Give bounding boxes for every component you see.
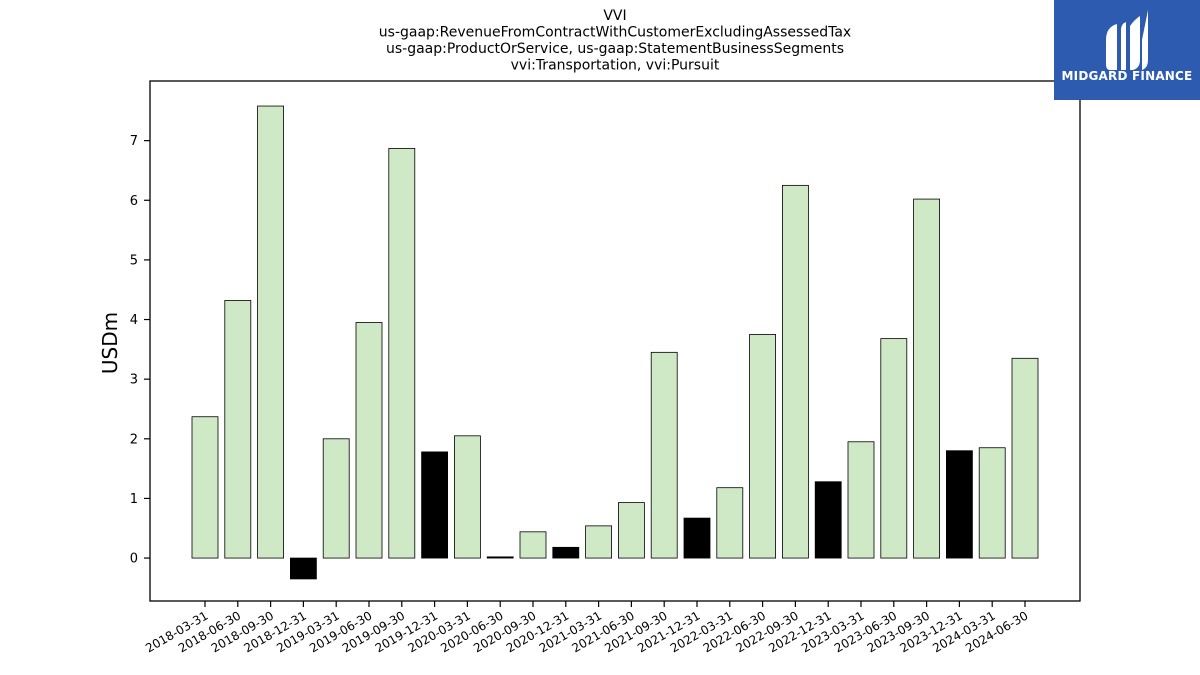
logo-mark-icon xyxy=(1106,10,1148,70)
x-axis: 2018-03-312018-06-302018-09-302018-12-31… xyxy=(143,601,1031,655)
bar-2020-12-31 xyxy=(552,546,580,559)
y-tick-label: 4 xyxy=(130,313,138,328)
bar-2020-03-31 xyxy=(453,435,481,559)
title-line: vvi:Transportation, vvi:Pursuit xyxy=(511,58,720,74)
y-tick-label: 5 xyxy=(130,253,138,268)
bar-2018-03-31 xyxy=(191,416,219,559)
title-line: VVI xyxy=(603,8,626,24)
bar-2022-12-31 xyxy=(814,481,842,559)
y-tick-label: 2 xyxy=(130,432,138,447)
bar-2020-06-30 xyxy=(486,556,514,559)
bar-2022-09-30 xyxy=(782,184,809,559)
bar-2023-09-30 xyxy=(913,198,940,559)
bar-2018-09-30 xyxy=(257,105,285,559)
y-tick-label: 1 xyxy=(130,492,138,507)
chart-title: VVIus-gaap:RevenueFromContractWithCustom… xyxy=(379,8,851,74)
bar-2021-03-31 xyxy=(585,525,612,559)
title-line: us-gaap:RevenueFromContractWithCustomerE… xyxy=(379,25,851,41)
bar-2019-06-30 xyxy=(355,322,383,559)
y-tick-label: 3 xyxy=(130,373,138,388)
bar-2019-12-31 xyxy=(421,451,449,559)
bar-2018-06-30 xyxy=(224,300,252,559)
y-axis: 0 1 2 3 4 5 6 7 xyxy=(130,134,150,567)
bar-2023-03-31 xyxy=(847,441,875,559)
y-axis-label: USDm xyxy=(98,312,122,374)
bar-2019-03-31 xyxy=(322,438,350,559)
bar-2018-12-31 xyxy=(289,557,317,580)
y-tick-label: 6 xyxy=(130,194,138,209)
bar-2020-09-30 xyxy=(519,531,547,559)
bar-2023-06-30 xyxy=(880,338,908,559)
bar-2023-12-31 xyxy=(946,450,973,559)
title-line: us-gaap:ProductOrService, us-gaap:Statem… xyxy=(386,41,844,57)
bar-2021-12-31 xyxy=(683,517,711,559)
y-tick-label: 7 xyxy=(130,134,138,149)
bar-2022-03-31 xyxy=(716,487,744,559)
bars xyxy=(191,105,1039,580)
bar-2021-09-30 xyxy=(650,351,678,559)
logo-text: MIDGARD FINANCE xyxy=(1061,69,1193,83)
midgard-finance-logo: MIDGARD FINANCE xyxy=(1054,0,1200,100)
y-tick-label: 0 xyxy=(130,552,138,567)
bar-2024-03-31 xyxy=(978,447,1006,559)
bar-2022-06-30 xyxy=(749,334,776,559)
bar-2021-06-30 xyxy=(618,502,645,559)
bar-2019-09-30 xyxy=(388,147,416,559)
bar-2024-06-30 xyxy=(1011,357,1039,559)
plot-frame xyxy=(149,80,1081,602)
